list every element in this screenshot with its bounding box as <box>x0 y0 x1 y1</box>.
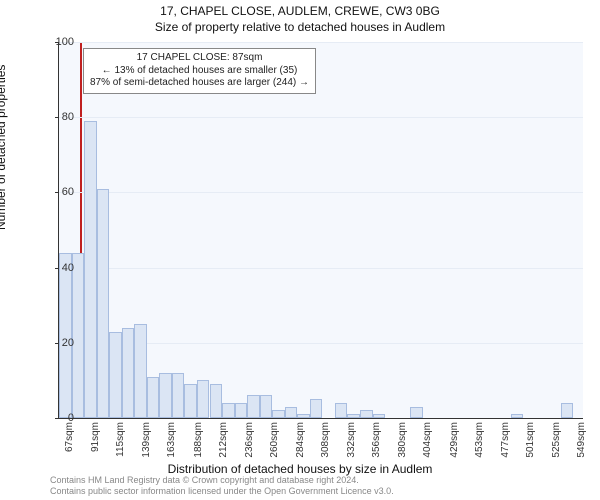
xtick-label: 477sqm <box>500 422 511 462</box>
xtick-label: 380sqm <box>397 422 408 462</box>
histogram-bar <box>410 407 423 418</box>
xtick-label: 91sqm <box>90 422 101 462</box>
gridline <box>59 192 583 193</box>
ytick-label: 40 <box>62 262 74 274</box>
histogram-bar <box>59 253 72 418</box>
annotation-line2: ← 13% of detached houses are smaller (35… <box>90 65 309 78</box>
ytick-label: 60 <box>62 186 74 198</box>
xtick-label: 67sqm <box>64 422 75 462</box>
histogram-bar <box>122 328 135 418</box>
annotation-line1: 17 CHAPEL CLOSE: 87sqm <box>90 52 309 65</box>
histogram-plot: 17 CHAPEL CLOSE: 87sqm ← 13% of detached… <box>58 42 583 419</box>
histogram-bar <box>272 410 285 418</box>
gridline <box>59 42 583 43</box>
ytick-label: 100 <box>56 36 74 48</box>
xtick-label: 236sqm <box>244 422 255 462</box>
xtick-label: 188sqm <box>193 422 204 462</box>
footer-line1: Contains HM Land Registry data © Crown c… <box>50 475 394 486</box>
histogram-bar <box>184 384 197 418</box>
histogram-bar <box>260 395 273 418</box>
xtick-label: 139sqm <box>141 422 152 462</box>
xtick-label: 501sqm <box>525 422 536 462</box>
histogram-bar <box>247 395 260 418</box>
histogram-bar <box>373 414 386 418</box>
footer-attribution: Contains HM Land Registry data © Crown c… <box>50 475 394 497</box>
histogram-bar <box>197 380 210 418</box>
xtick-label: 429sqm <box>449 422 460 462</box>
histogram-bar <box>97 189 110 418</box>
address-title: 17, CHAPEL CLOSE, AUDLEM, CREWE, CW3 0BG <box>0 4 600 18</box>
histogram-bar <box>72 253 85 418</box>
annotation-box: 17 CHAPEL CLOSE: 87sqm ← 13% of detached… <box>83 48 316 94</box>
histogram-bar <box>347 414 360 418</box>
histogram-bar <box>310 399 323 418</box>
histogram-bar <box>109 332 122 418</box>
histogram-bar <box>84 121 97 418</box>
xtick-label: 549sqm <box>576 422 587 462</box>
chart-subtitle: Size of property relative to detached ho… <box>0 20 600 34</box>
ytick-mark <box>55 117 59 118</box>
xtick-label: 260sqm <box>269 422 280 462</box>
ytick-label: 80 <box>62 111 74 123</box>
histogram-bar <box>335 403 348 418</box>
histogram-bar <box>134 324 147 418</box>
ytick-mark <box>55 192 59 193</box>
y-axis-label: Number of detached properties <box>0 65 8 230</box>
xtick-label: 453sqm <box>474 422 485 462</box>
histogram-bar <box>235 403 248 418</box>
xtick-label: 525sqm <box>551 422 562 462</box>
xtick-label: 404sqm <box>422 422 433 462</box>
histogram-bar <box>297 414 310 418</box>
histogram-bar <box>159 373 172 418</box>
gridline <box>59 117 583 118</box>
gridline <box>59 268 583 269</box>
histogram-bar <box>285 407 298 418</box>
ytick-label: 20 <box>62 337 74 349</box>
x-axis-label: Distribution of detached houses by size … <box>0 462 600 476</box>
xtick-label: 308sqm <box>320 422 331 462</box>
xtick-label: 212sqm <box>218 422 229 462</box>
histogram-bar <box>561 403 574 418</box>
histogram-bar <box>172 373 185 418</box>
histogram-bar <box>222 403 235 418</box>
xtick-label: 284sqm <box>295 422 306 462</box>
histogram-bar <box>360 410 373 418</box>
xtick-label: 332sqm <box>346 422 357 462</box>
xtick-label: 163sqm <box>166 422 177 462</box>
xtick-label: 356sqm <box>371 422 382 462</box>
footer-line2: Contains public sector information licen… <box>50 486 394 497</box>
histogram-bar <box>511 414 524 418</box>
xtick-label: 115sqm <box>115 422 126 462</box>
annotation-line3: 87% of semi-detached houses are larger (… <box>90 77 309 90</box>
histogram-bar <box>147 377 160 418</box>
histogram-bar <box>210 384 223 418</box>
ytick-mark <box>55 418 59 419</box>
